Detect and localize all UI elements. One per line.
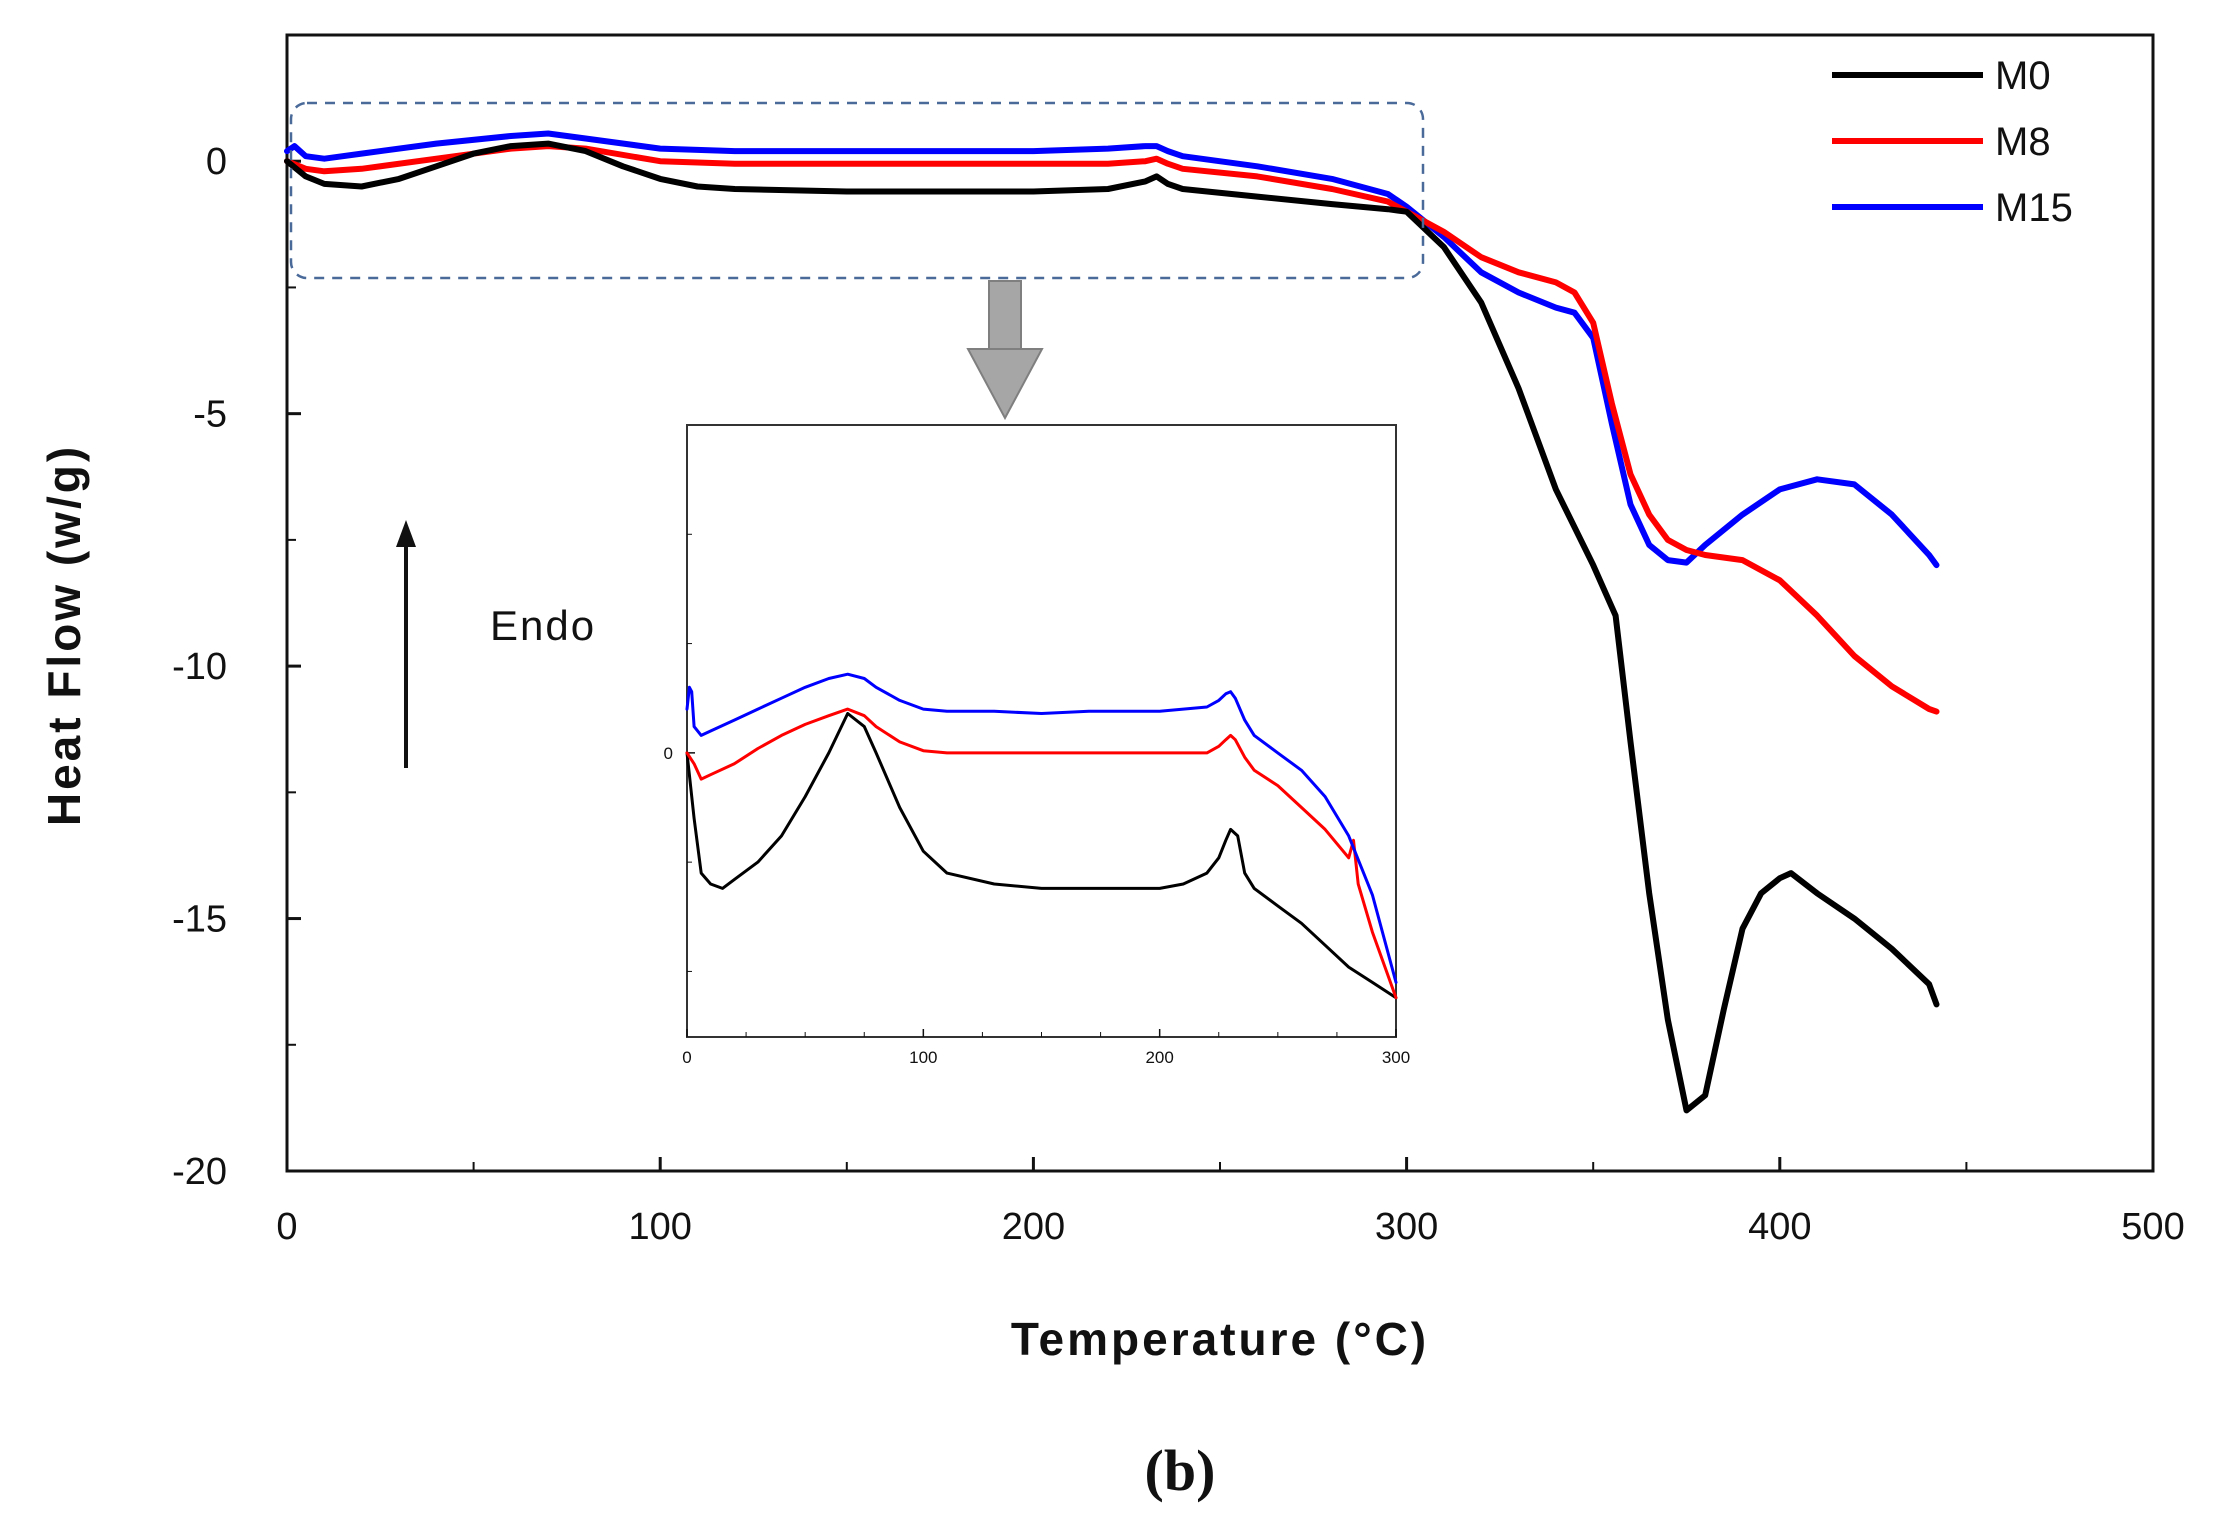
- inset-series-group: [685, 672, 1398, 1000]
- inset-axes: 0 100 200 300 0: [664, 533, 1410, 1067]
- endo-arrow-icon: [396, 520, 416, 768]
- zoom-region-box: [289, 101, 1425, 280]
- legend-label-m15: M15: [1995, 186, 2073, 230]
- legend: M0 M8 M15: [1832, 54, 2073, 230]
- legend-label-m0: M0: [1995, 54, 2051, 98]
- y-tick-label: -15: [172, 899, 227, 941]
- inset-series-line-m15: [685, 672, 1398, 984]
- zoom-arrow-icon: [966, 280, 1044, 421]
- y-tick-label: -10: [172, 646, 227, 688]
- inset-x-tick-label: 300: [1382, 1048, 1410, 1067]
- legend-label-m8: M8: [1995, 120, 2051, 164]
- x-tick-label: 0: [276, 1206, 297, 1248]
- y-tick-label: -5: [193, 394, 227, 436]
- y-axis-title: Heat Flow (w/g): [38, 444, 90, 826]
- x-tick-label: 400: [1748, 1206, 1811, 1248]
- x-tick-label: 500: [2121, 1206, 2184, 1248]
- y-tick-label: -20: [172, 1151, 227, 1193]
- x-tick-label: 300: [1375, 1206, 1438, 1248]
- inset-x-tick-label: 200: [1145, 1048, 1173, 1067]
- inset-plot-frame: [686, 424, 1397, 1038]
- inset-y-tick-label: 0: [664, 744, 673, 763]
- inset-x-tick-label: 0: [682, 1048, 691, 1067]
- inset-series-line-m0: [685, 712, 1398, 1000]
- series-line-m0: [284, 140, 1940, 1114]
- figure-caption: (b): [1145, 1438, 1216, 1503]
- y-tick-label: 0: [206, 141, 227, 183]
- inset-x-tick-label: 100: [909, 1048, 937, 1067]
- inset-series-line-m8: [685, 707, 1398, 1000]
- x-axis-title: Temperature (°C): [1011, 1313, 1429, 1365]
- x-tick-label: 200: [1002, 1206, 1065, 1248]
- x-tick-label: 100: [628, 1206, 691, 1248]
- series-line-m15: [284, 130, 1940, 569]
- endo-label: Endo: [490, 602, 596, 649]
- main-series-group: [284, 130, 1940, 1114]
- main-axes: 0 100 200 300 400 500 0 -5 -10 -15 -20: [172, 141, 2185, 1248]
